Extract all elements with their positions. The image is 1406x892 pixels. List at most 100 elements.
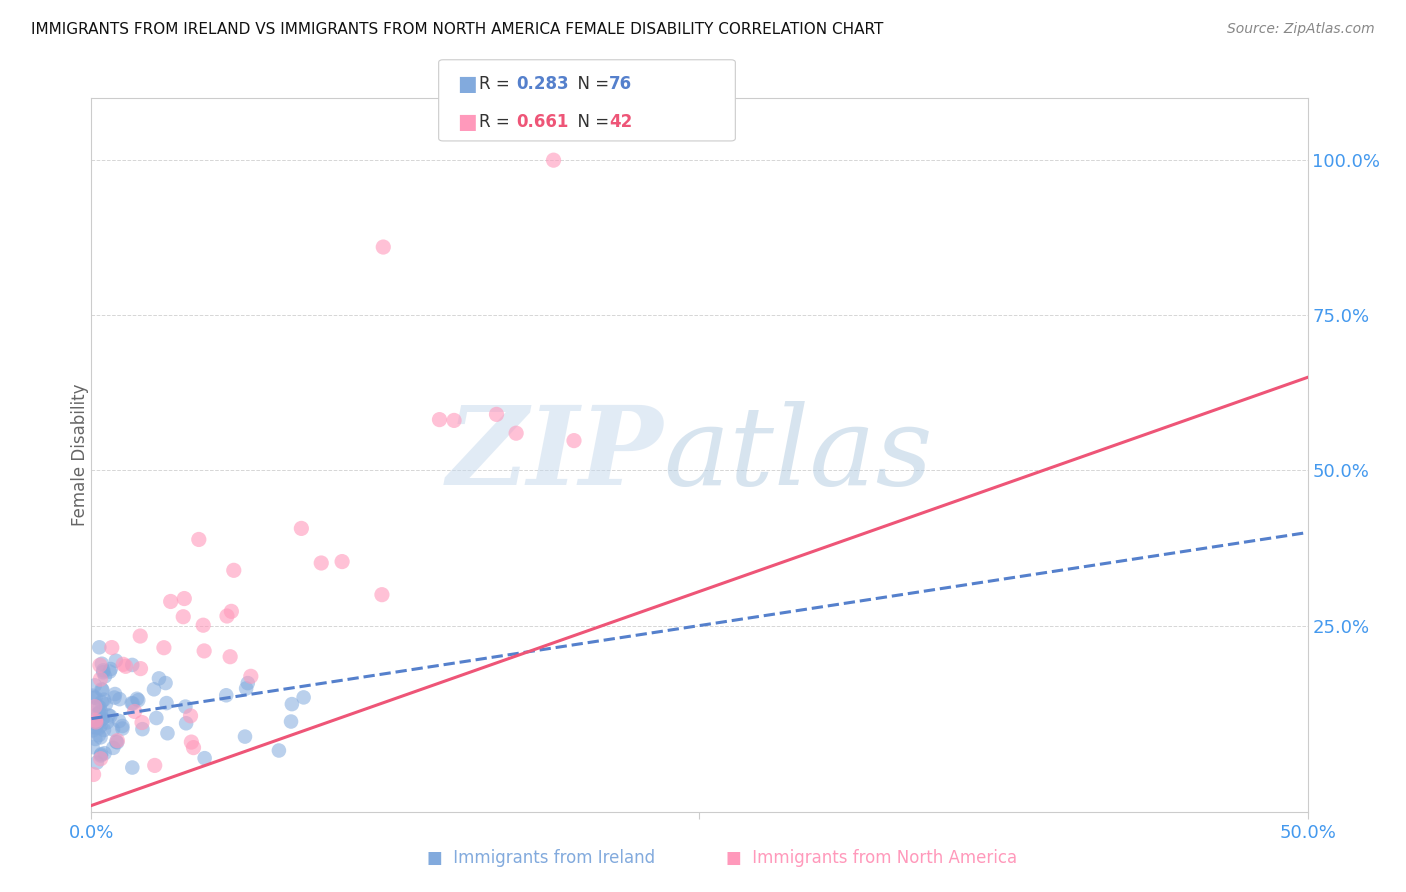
Point — [90, 657, 112, 671]
Text: ■  Immigrants from North America: ■ Immigrants from North America — [725, 849, 1018, 867]
Point — [143, 682, 166, 697]
Point — [108, 714, 131, 728]
Point — [543, 153, 565, 168]
Point — [82, 689, 104, 703]
Point — [96, 715, 118, 730]
Point — [187, 533, 209, 547]
Point — [94, 669, 117, 683]
Point — [94, 698, 117, 712]
Point — [309, 556, 332, 570]
Point — [91, 665, 114, 680]
Point — [562, 434, 585, 448]
Point — [97, 708, 120, 723]
Point — [98, 709, 121, 723]
Point — [89, 658, 111, 673]
Point — [127, 693, 149, 707]
Point — [131, 722, 153, 736]
Point — [173, 591, 195, 606]
Point — [443, 413, 465, 427]
Point — [103, 740, 125, 755]
Point — [290, 521, 312, 535]
Point — [112, 657, 135, 672]
Point — [105, 733, 128, 747]
Point — [83, 678, 105, 692]
Point — [90, 747, 112, 761]
Point — [91, 712, 114, 726]
Point — [105, 734, 128, 748]
Point — [121, 696, 143, 710]
Text: R =: R = — [479, 75, 516, 93]
Text: 0.283: 0.283 — [516, 75, 568, 93]
Point — [105, 735, 128, 749]
Point — [124, 705, 146, 719]
Text: IMMIGRANTS FROM IRELAND VS IMMIGRANTS FROM NORTH AMERICA FEMALE DISABILITY CORRE: IMMIGRANTS FROM IRELAND VS IMMIGRANTS FR… — [31, 22, 883, 37]
Point — [111, 722, 134, 736]
Point — [180, 709, 202, 723]
Point — [155, 696, 177, 710]
Point — [104, 654, 127, 668]
Point — [82, 723, 104, 738]
Point — [172, 609, 194, 624]
Point — [111, 719, 134, 733]
Point — [108, 692, 131, 706]
Point — [93, 746, 115, 760]
Point — [143, 758, 166, 772]
Point — [215, 688, 238, 702]
Point — [148, 672, 170, 686]
Text: ■: ■ — [457, 112, 477, 132]
Point — [371, 588, 394, 602]
Point — [90, 752, 112, 766]
Point — [330, 555, 353, 569]
Point — [91, 664, 114, 678]
Text: 42: 42 — [609, 112, 633, 130]
Point — [91, 683, 114, 698]
Text: atlas: atlas — [664, 401, 932, 508]
Point — [86, 707, 108, 722]
Point — [90, 695, 112, 709]
Point — [86, 716, 108, 731]
Point — [103, 690, 125, 705]
Point — [83, 690, 105, 705]
Point — [87, 699, 110, 714]
Y-axis label: Female Disability: Female Disability — [72, 384, 89, 526]
Point — [104, 687, 127, 701]
Point — [82, 740, 104, 755]
Point — [84, 713, 107, 727]
Point — [89, 640, 111, 655]
Point — [98, 665, 121, 679]
Text: 76: 76 — [609, 75, 631, 93]
Point — [222, 563, 245, 577]
Point — [89, 731, 111, 745]
Point — [267, 743, 290, 757]
Point — [373, 240, 395, 254]
Point — [131, 715, 153, 730]
Point — [82, 720, 104, 734]
Point — [156, 726, 179, 740]
Point — [86, 756, 108, 770]
Point — [153, 640, 176, 655]
Point — [90, 748, 112, 763]
Point — [83, 767, 105, 781]
Point — [174, 716, 197, 731]
Text: ZIP: ZIP — [446, 401, 664, 508]
Point — [89, 719, 111, 733]
Point — [239, 669, 262, 683]
Point — [145, 711, 167, 725]
Point — [280, 714, 302, 729]
Point — [193, 644, 215, 658]
Point — [89, 721, 111, 735]
Point — [129, 629, 152, 643]
Point — [87, 728, 110, 742]
Point — [93, 692, 115, 706]
Point — [155, 676, 177, 690]
Point — [91, 712, 114, 726]
Point — [84, 690, 107, 705]
Text: N =: N = — [567, 112, 614, 130]
Point — [129, 662, 152, 676]
Point — [121, 657, 143, 672]
Point — [485, 408, 508, 422]
Point — [505, 426, 527, 441]
Point — [174, 699, 197, 714]
Point — [100, 662, 122, 676]
Point — [221, 604, 243, 618]
